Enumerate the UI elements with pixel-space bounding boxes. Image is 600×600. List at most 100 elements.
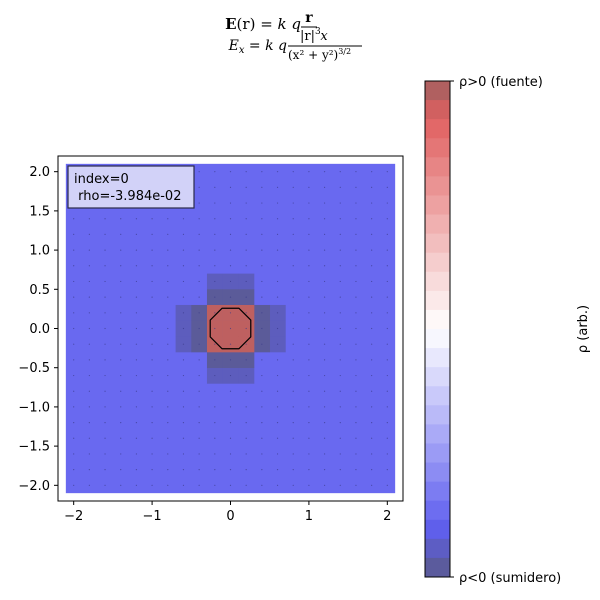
field-arrow [276,296,279,298]
field-arrow [245,343,247,345]
field-arrow [214,202,216,204]
field-arrow [276,343,279,345]
field-arrow [292,296,294,298]
field-arrow [308,280,310,283]
field-arrow [323,312,326,314]
field-arrow [339,469,341,471]
field-arrow [308,421,310,424]
field-arrow [167,233,169,236]
field-arrow [386,202,388,204]
field-arrow [198,327,200,330]
field-arrow [167,469,169,471]
field-arrow [245,453,247,455]
field-arrow [323,296,326,298]
field-arrow [229,312,232,314]
field-arrow [371,218,373,220]
field-arrow [151,312,153,314]
field-arrow [182,327,185,330]
colorbar-band [425,195,450,215]
charge-boundary-octagon [209,307,252,350]
colorbar-band [425,348,450,368]
field-arrow [308,233,310,236]
field-arrow [135,233,138,236]
colorbar-top-label: ρ>0 (fuente) [459,75,543,90]
x-tick-label: −1 [143,509,162,524]
field-arrow [120,390,122,392]
field-arrow [308,296,310,298]
field-arrow [104,390,106,392]
field-arrow [135,327,138,330]
field-arrow [261,484,263,486]
field-arrow [245,484,247,486]
y-tick-label: 1.0 [29,244,50,259]
field-arrow [261,343,263,345]
field-arrow [120,469,122,471]
colorbar-band [425,538,450,559]
field-arrow [88,249,90,251]
field-arrow [151,469,153,471]
field-arrow [355,249,357,251]
field-arrow [261,233,263,236]
field-arrow [104,280,106,283]
field-arrow [245,312,247,314]
field-arrow [292,202,294,204]
field-arrow [339,359,341,361]
field-arrow [245,265,247,267]
field-arrow [120,218,122,220]
field-arrow [104,249,106,251]
field-arrow [229,249,232,251]
field-arrow [167,359,169,361]
field-arrow [229,359,232,361]
field-arrow [182,280,185,283]
field-arrow [167,484,169,486]
title-line1-numerator: r [305,10,313,26]
field-arrow [386,374,388,377]
field-arrow [167,218,169,220]
field-arrow [261,406,263,408]
field-arrow [339,202,341,204]
field-arrow [88,233,90,236]
field-arrow [355,421,357,424]
field-arrow [371,233,373,236]
field-arrow [214,312,216,314]
field-arrow [135,312,138,314]
field-arrow [214,374,216,377]
field-arrow [135,280,138,283]
field-arrow [229,484,232,486]
field-arrow [229,421,232,424]
field-arrow [308,406,310,408]
field-arrow [198,312,200,314]
field-arrow [339,249,341,251]
field-arrow [339,186,341,188]
field-arrow [386,484,388,486]
field-arrow [323,249,326,251]
field-arrow [386,390,388,392]
field-arrow [88,327,90,330]
field-arrow [308,390,310,392]
field-arrow [323,484,326,486]
field-arrow [386,312,388,314]
field-arrow [151,374,153,377]
field-arrow [292,280,294,283]
colorbar-frame [424,80,451,578]
field-arrow [135,374,138,377]
field-arrow [276,406,279,408]
field-arrow [229,296,232,298]
field-arrow [339,296,341,298]
field-arrow [135,359,138,361]
field-arrow [261,202,263,204]
field-arrow [88,374,90,377]
field-arrow [371,327,373,330]
info-index: index=0 [74,172,129,187]
colorbar-band [425,519,450,540]
field-arrow [182,390,185,392]
field-arrow [73,233,75,236]
field-arrow [182,296,185,298]
field-arrow [120,280,122,283]
field-arrow [339,280,341,283]
field-arrow [182,406,185,408]
field-arrow [261,312,263,314]
field-arrow [261,280,263,283]
field-arrow [386,280,388,283]
field-arrow [73,390,75,392]
